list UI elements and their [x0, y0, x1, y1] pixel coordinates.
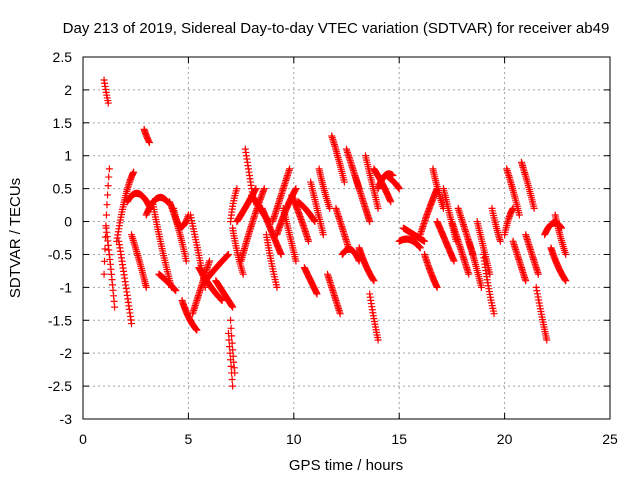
data-point	[532, 283, 540, 291]
data-point	[490, 310, 498, 318]
data-point	[102, 211, 110, 219]
data-point	[277, 250, 285, 258]
data-point	[227, 316, 235, 324]
data-point	[533, 287, 541, 295]
y-axis-label: SDTVAR / TECUs	[7, 178, 24, 298]
y-tick-label: 1	[64, 148, 72, 164]
data-point	[273, 283, 281, 291]
data-point	[233, 185, 241, 193]
data-point	[229, 382, 237, 390]
data-point	[228, 376, 236, 384]
data-point	[104, 99, 112, 107]
y-axis-ticks: -3 -2.5 -2 -1.5 -1 -0.5 0 0.5 1 1.5 2 2.5	[48, 49, 610, 427]
x-axis-label: GPS time / hours	[289, 457, 403, 474]
data-point	[224, 250, 232, 258]
y-tick-label: 1.5	[53, 115, 73, 131]
data-point	[286, 165, 294, 173]
data-point	[229, 346, 237, 354]
data-point	[105, 165, 113, 173]
data-point	[292, 257, 300, 265]
chart-title: Day 213 of 2019, Sidereal Day-to-day VTE…	[63, 20, 610, 37]
data-point	[319, 231, 327, 239]
data-point	[101, 245, 109, 253]
data-point	[336, 310, 344, 318]
data-point	[130, 168, 138, 176]
data-point	[227, 362, 235, 370]
x-tick-label: 15	[391, 431, 407, 447]
data-point	[105, 173, 113, 181]
y-tick-label: -2	[60, 345, 73, 361]
data-point	[326, 204, 334, 212]
y-tick-label: 2	[64, 82, 72, 98]
y-tick-label: -1.5	[48, 312, 72, 328]
y-tick-label: -0.5	[48, 246, 72, 262]
data-point	[433, 283, 441, 291]
data-point	[496, 237, 504, 245]
data-point	[465, 270, 473, 278]
data-point	[260, 185, 268, 193]
data-point	[104, 182, 112, 190]
data-point	[420, 237, 428, 245]
data-point	[477, 283, 485, 291]
data-point	[145, 139, 153, 147]
data-point	[103, 201, 111, 209]
data-point	[228, 339, 236, 347]
data-point	[534, 270, 542, 278]
data-point	[104, 191, 112, 199]
data-point	[229, 352, 237, 360]
data-point	[193, 326, 201, 334]
data-point	[562, 250, 570, 258]
data-point	[205, 257, 213, 265]
data-point	[100, 270, 108, 278]
data-point	[111, 303, 119, 311]
x-tick-label: 10	[286, 431, 302, 447]
data-point	[416, 244, 424, 252]
data-point	[530, 204, 538, 212]
data-point	[450, 257, 458, 265]
data-point	[370, 277, 378, 285]
x-tick-label: 25	[602, 431, 618, 447]
data-point	[543, 336, 551, 344]
data-point	[387, 198, 395, 206]
y-tick-label: 0.5	[53, 181, 73, 197]
y-tick-label: 2.5	[53, 49, 73, 65]
data-point	[172, 287, 180, 295]
data-point	[522, 277, 530, 285]
data-point	[127, 320, 135, 328]
data-point	[227, 324, 235, 332]
data-point	[562, 277, 570, 285]
data-point	[142, 283, 150, 291]
x-tick-label: 5	[185, 431, 193, 447]
data-point	[145, 137, 153, 145]
data-point	[395, 185, 403, 193]
data-point	[225, 336, 233, 344]
data-point	[218, 297, 226, 305]
data-point	[182, 257, 190, 265]
data-point	[229, 303, 237, 311]
plot-frame	[82, 56, 611, 420]
data-point	[305, 237, 313, 245]
y-tick-label: -1	[60, 279, 73, 295]
data-point	[515, 211, 523, 219]
data-point	[340, 178, 348, 186]
data-point	[228, 332, 236, 340]
data-point	[292, 185, 300, 193]
y-tick-label: -2.5	[48, 378, 72, 394]
data-point	[313, 290, 321, 298]
data-point	[366, 218, 374, 226]
x-tick-label: 0	[79, 431, 87, 447]
data-points	[100, 76, 570, 390]
data-point	[239, 270, 247, 278]
data-point	[374, 204, 382, 212]
x-tick-label: 20	[497, 431, 513, 447]
data-point	[374, 336, 382, 344]
data-point	[101, 257, 109, 265]
y-tick-label: -3	[60, 411, 73, 427]
data-point	[231, 369, 239, 377]
y-tick-label: 0	[64, 214, 72, 230]
data-point	[533, 290, 541, 298]
